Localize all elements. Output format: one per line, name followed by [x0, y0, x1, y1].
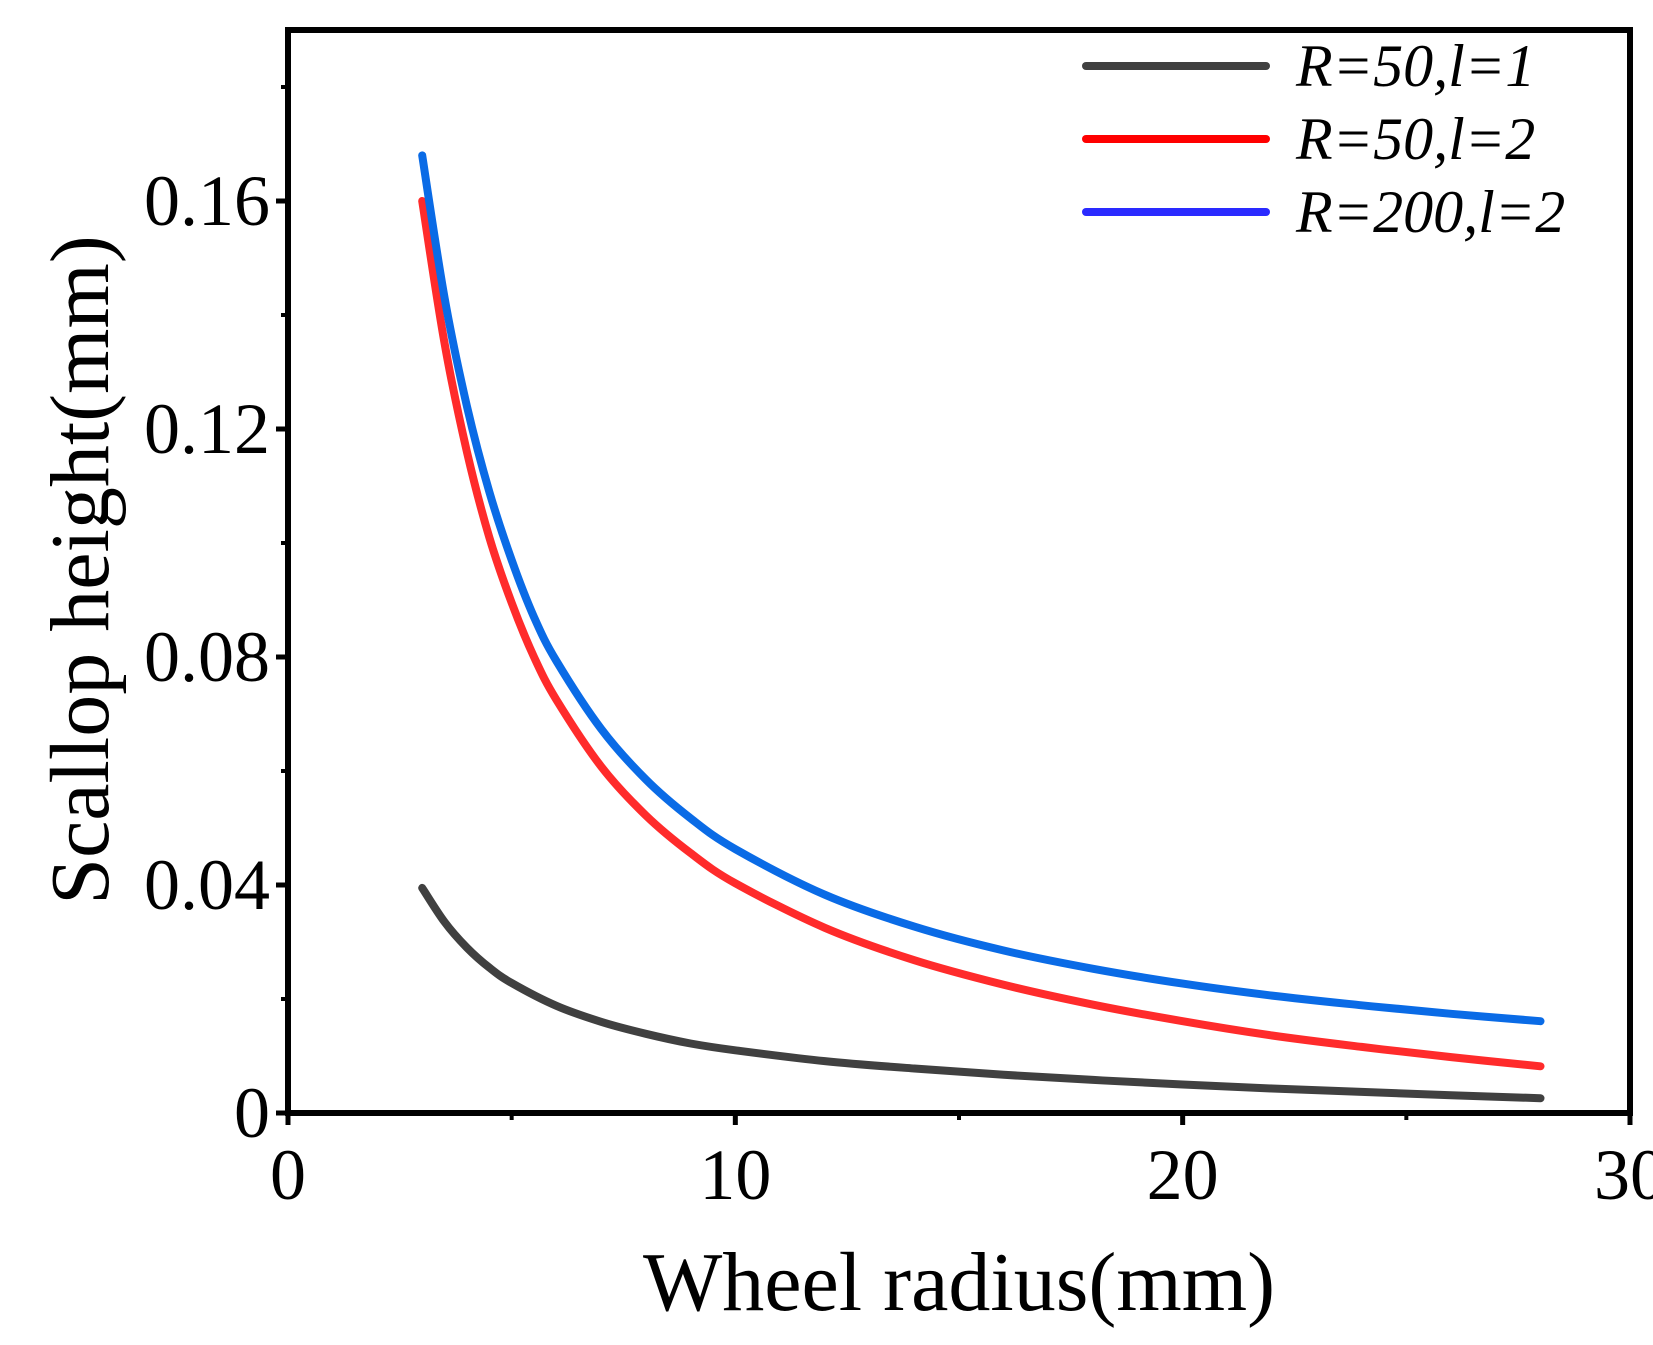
x-axis-title: Wheel radius(mm)	[643, 1236, 1275, 1329]
y-tick-label: 0.08	[144, 617, 270, 697]
x-tick-label: 0	[270, 1135, 306, 1215]
y-tick-label: 0.04	[144, 845, 270, 925]
y-tick-label: 0.12	[144, 389, 270, 469]
y-tick-label: 0	[234, 1073, 270, 1153]
x-axis-ticks: 0 10 20 30	[270, 1113, 1653, 1215]
legend-label: R=50,l=1	[1295, 33, 1535, 99]
series-line-2	[418, 197, 1545, 1071]
series-line-3	[418, 151, 1545, 1026]
y-tick-label: 0.16	[144, 161, 270, 241]
x-tick-label: 20	[1147, 1135, 1219, 1215]
x-tick-label: 30	[1594, 1135, 1653, 1215]
legend-label: R=50,l=2	[1295, 106, 1535, 172]
y-axis-title: Scallop height(mm)	[34, 235, 127, 905]
y-axis-ticks: 0 0.04 0.08 0.12 0.16	[144, 85, 288, 1153]
legend: R=50,l=1 R=50,l=2 R=200,l=2	[1082, 33, 1565, 245]
series-layer	[418, 151, 1545, 1103]
series-line-1	[418, 883, 1545, 1103]
x-tick-label: 10	[699, 1135, 771, 1215]
legend-label: R=200,l=2	[1295, 179, 1565, 245]
